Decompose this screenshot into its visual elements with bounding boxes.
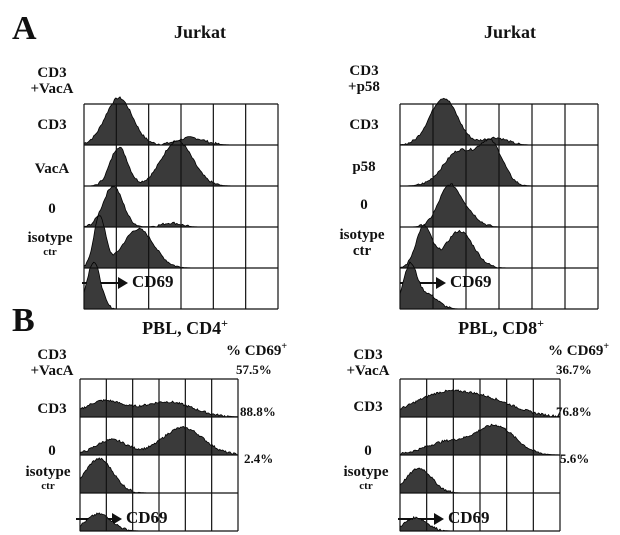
right-arrow-icon <box>400 277 446 290</box>
a2-x-axis-text: CD69 <box>450 272 492 291</box>
b1-row-label-cd3-vaca: CD3 +VacA <box>20 347 84 380</box>
a2-row-label-cd3: CD3 <box>332 117 396 134</box>
a2-row-label-cd3-p58: CD3 +p58 <box>332 63 396 96</box>
a2-row-label-line: +p58 <box>348 78 380 95</box>
a2-row-label-line: ctr <box>352 242 372 259</box>
panel-b2-title-sup: + <box>537 316 544 330</box>
histogram-panel-a1 <box>83 96 279 310</box>
a1-row-label-isotype: isotype ctr <box>18 230 82 258</box>
b2-percent-header-sup: + <box>603 341 610 352</box>
a1-row-label-line: +VacA <box>30 80 74 97</box>
a1-row-label-line: VacA <box>34 161 70 177</box>
panel-a1-title: Jurkat <box>173 22 226 42</box>
b1-row-label-line: +VacA <box>30 362 74 379</box>
panel-b1-title: PBL, CD4+ <box>110 316 260 339</box>
b1-percent-value: 57.5% <box>236 362 272 377</box>
b1-row-label-line: CD3 <box>37 401 67 417</box>
section-a-letter: A <box>12 10 37 47</box>
b2-row-label-isotype: isotype ctr <box>334 464 398 492</box>
a1-x-axis-label: CD69 <box>82 272 174 292</box>
histogram-panel-a2 <box>399 97 599 310</box>
a1-row-label-line: CD3 <box>37 65 67 81</box>
b2-percent-value: 5.6% <box>560 451 590 466</box>
b2-row-label-0: 0 <box>336 443 400 460</box>
section-b-letter: B <box>12 302 35 339</box>
b2-row-label-line: +VacA <box>346 362 390 379</box>
b2-percent-value: 36.7% <box>556 362 592 377</box>
b1-percent-value: 2.4% <box>244 451 274 466</box>
panel-b1-title-sup: + <box>221 316 228 330</box>
b2-percent-header: % CD69+ <box>548 341 609 360</box>
b1-row-label-line: ctr <box>41 479 55 492</box>
a1-row-label-line: ctr <box>43 245 57 258</box>
b1-row-label-cd3: CD3 <box>20 401 84 418</box>
a2-row-label-line: CD3 <box>349 117 379 133</box>
a1-row-label-0: 0 <box>20 201 84 218</box>
b1-x-axis-text: CD69 <box>126 508 168 527</box>
a2-row-label-0: 0 <box>332 197 396 214</box>
b2-percent-header-text: % CD69 <box>548 343 604 359</box>
panel-b1-title-text: PBL, CD4 <box>142 318 222 338</box>
b1-percent-value: 88.8% <box>240 404 276 419</box>
b1-row-label-line: isotype <box>25 464 71 480</box>
a2-row-label-p58: p58 <box>332 159 396 176</box>
a2-x-axis-label: CD69 <box>400 272 492 292</box>
b1-row-label-line: 0 <box>48 443 56 459</box>
b1-percent-header: % CD69+ <box>226 341 287 360</box>
b2-row-label-line: 0 <box>364 443 372 459</box>
right-arrow-icon <box>82 277 128 290</box>
a1-row-label-cd3: CD3 <box>20 117 84 134</box>
b2-row-label-cd3-vaca: CD3 +VacA <box>336 347 400 380</box>
b2-percent-value: 76.8% <box>556 404 592 419</box>
a2-row-label-isotype: isotype ctr <box>330 227 394 260</box>
a2-row-label-line: CD3 <box>349 63 379 79</box>
a2-row-label-line: 0 <box>360 197 368 213</box>
b2-row-label-line: CD3 <box>353 347 383 363</box>
b2-row-label-cd3: CD3 <box>336 399 400 416</box>
panel-b2-title: PBL, CD8+ <box>426 316 576 339</box>
b2-row-label-line: CD3 <box>353 399 383 415</box>
b1-row-label-isotype: isotype ctr <box>16 464 80 492</box>
a1-row-label-line: 0 <box>48 201 56 217</box>
a1-row-label-line: isotype <box>27 230 73 246</box>
histogram-panel-b1 <box>79 378 239 532</box>
b2-row-label-line: isotype <box>343 464 389 480</box>
b1-row-label-0: 0 <box>20 443 84 460</box>
b2-row-label-line: ctr <box>359 479 373 492</box>
a1-row-label-vaca: VacA <box>20 161 84 178</box>
a1-row-label-line: CD3 <box>37 117 67 133</box>
panel-a2-title: Jurkat <box>483 22 536 42</box>
a2-row-label-line: isotype <box>339 227 385 243</box>
a2-row-label-line: p58 <box>352 159 376 175</box>
b1-percent-header-text: % CD69 <box>226 343 282 359</box>
histogram-panel-b2 <box>399 378 561 532</box>
b1-row-label-line: CD3 <box>37 347 67 363</box>
b2-x-axis-text: CD69 <box>448 508 490 527</box>
b1-percent-header-sup: + <box>281 341 288 352</box>
panel-b2-title-text: PBL, CD8 <box>458 318 538 338</box>
a1-row-label-cd3-vaca: CD3 +VacA <box>20 65 84 98</box>
a1-x-axis-text: CD69 <box>132 272 174 291</box>
